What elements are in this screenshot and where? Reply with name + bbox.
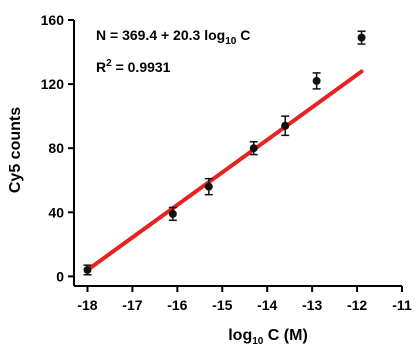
x-axis-title-suffix: C (M): [263, 327, 307, 344]
data-point-group: [204, 177, 213, 196]
fit-equation: N = 369.4 + 20.3 log10 C: [96, 27, 250, 47]
x-tick-label: -15: [212, 297, 232, 313]
fit-equation-subscript: 10: [225, 36, 237, 47]
r-squared-superscript: 2: [106, 58, 112, 69]
y-tick-label: 40: [48, 204, 64, 220]
x-axis-title: log10 C (M): [228, 327, 308, 346]
y-tick-label: 160: [41, 12, 65, 28]
data-point-group: [281, 115, 290, 137]
fit-equation-prefix: N = 369.4 + 20.3 log: [96, 27, 225, 43]
x-tick-label: -12: [347, 297, 367, 313]
x-tick-label: -16: [167, 297, 187, 313]
fit-line: [85, 69, 364, 272]
x-tick-label: -18: [77, 297, 97, 313]
x-tick-label: -17: [122, 297, 142, 313]
y-axis-title: Cy5 counts: [7, 107, 24, 193]
data-point: [281, 121, 290, 130]
fit-equation-suffix: C: [236, 27, 250, 43]
y-tick-label: 120: [41, 76, 65, 92]
fit-line-group: [85, 69, 364, 272]
data-point-group: [357, 30, 366, 45]
x-tick-label: -11: [392, 297, 412, 313]
y-tick-label: 80: [48, 140, 64, 156]
x-axis-title-prefix: log: [228, 327, 252, 344]
r-squared-suffix: = 0.9931: [112, 59, 171, 75]
data-point: [168, 209, 177, 218]
y-tick-label: 0: [56, 268, 64, 284]
x-tick-label: -14: [257, 297, 277, 313]
r-squared-prefix: R: [96, 59, 106, 75]
data-point: [204, 182, 213, 191]
x-tick-label: -13: [302, 297, 322, 313]
x-axis-title-subscript: 10: [252, 336, 264, 346]
data-point: [83, 265, 92, 274]
r-squared-label: R2 = 0.9931: [96, 58, 171, 75]
axes: 0 40 80 120 160 -18 -17 -16 -15 -14 -13 -12 -11: [41, 12, 412, 313]
data-point: [357, 33, 366, 42]
data-point-group: [249, 141, 258, 156]
data-point-group: [83, 264, 92, 276]
data-point-group: [312, 72, 321, 90]
data-point-group: [168, 206, 177, 222]
data-points: [83, 30, 366, 276]
data-point: [312, 76, 321, 85]
data-point: [249, 144, 258, 153]
